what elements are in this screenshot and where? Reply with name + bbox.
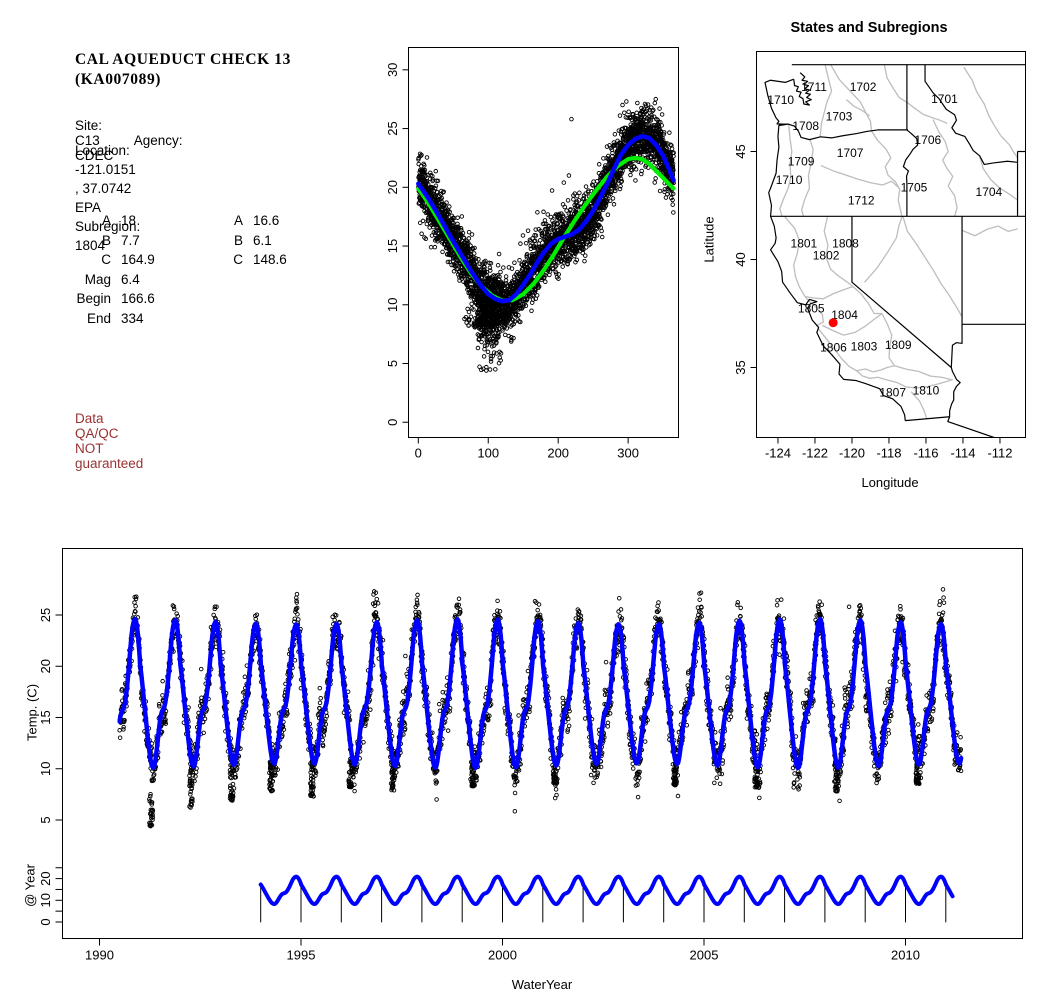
param-label: Mag — [84, 271, 111, 287]
agency-label: Agency: CDEC — [75, 133, 183, 163]
param-row: End 334 — [75, 309, 287, 329]
seasonal-scatter-chart — [380, 0, 700, 485]
param-label: A — [233, 213, 243, 228]
param-label: C — [101, 252, 111, 268]
param-row: Begin 166.6 — [75, 289, 287, 309]
param-label: C — [233, 252, 243, 268]
param-label — [217, 289, 243, 309]
station-title: CAL AQUEDUCT CHECK 13 (KA007089) — [75, 50, 291, 90]
latitude-axis-label: Latitude — [701, 216, 717, 263]
subregion-map-canvas — [700, 0, 1038, 500]
param-label — [217, 309, 243, 329]
wateryear-axis-label: WaterYear — [511, 977, 573, 992]
qaqc-warning: Data QA/QC NOT guaranteed — [75, 411, 144, 471]
param-value: 6.4 — [121, 271, 140, 287]
param-row: B 7.7 B 6.1 — [75, 231, 287, 251]
param-value: 16.6 — [253, 213, 280, 228]
timeseries-canvas — [0, 540, 1038, 1001]
timeseries-chart: Temp. (C) @ Year WaterYear — [0, 540, 1038, 1001]
param-label: Begin — [76, 291, 111, 307]
param-value: 7.7 — [121, 232, 140, 248]
param-value: 164.9 — [121, 252, 155, 268]
param-label: B — [233, 232, 243, 248]
location-line: Location: -121.0151 , 37.0742 — [75, 143, 136, 196]
site-agency-line: Site: C13 Agency: CDEC — [75, 118, 183, 163]
epa-subregion-line: EPA Subregion: 1804 — [75, 200, 141, 253]
param-label: End — [86, 310, 111, 326]
param-row: Mag 6.4 — [75, 270, 287, 290]
param-label: B — [101, 232, 111, 248]
station-title-line2: (KA007089) — [75, 71, 162, 88]
atyear-axis-label: @ Year — [22, 864, 38, 907]
location-block: Location: -121.0151 , 37.0742 EPA Subreg… — [75, 141, 140, 255]
fit-parameters-table: A 18 A 16.6 B 7.7 B 6.1 C 164.9 C 148.6 Mag 6.4 Begin 1… — [75, 211, 287, 329]
param-value: 18 — [121, 213, 137, 228]
temp-axis-label: Temp. (C) — [24, 683, 40, 742]
param-value: 334 — [121, 310, 144, 326]
site-label: Site: C13 — [75, 118, 103, 148]
param-label: A — [101, 213, 111, 228]
seasonal-scatter-canvas — [380, 0, 700, 485]
param-row: C 164.9 C 148.6 — [75, 250, 287, 270]
station-title-line1: CAL AQUEDUCT CHECK 13 — [75, 51, 291, 68]
param-value: 166.6 — [121, 291, 155, 307]
longitude-axis-label: Longitude — [861, 475, 919, 490]
map-title: States and Subregions — [790, 20, 948, 36]
param-value: 148.6 — [253, 252, 287, 268]
param-value: 6.1 — [253, 232, 272, 248]
param-row: A 18 A 16.6 — [75, 211, 287, 231]
subregion-map-chart: States and Subregions Latitude Longitude — [700, 0, 1038, 500]
param-label — [217, 270, 243, 290]
